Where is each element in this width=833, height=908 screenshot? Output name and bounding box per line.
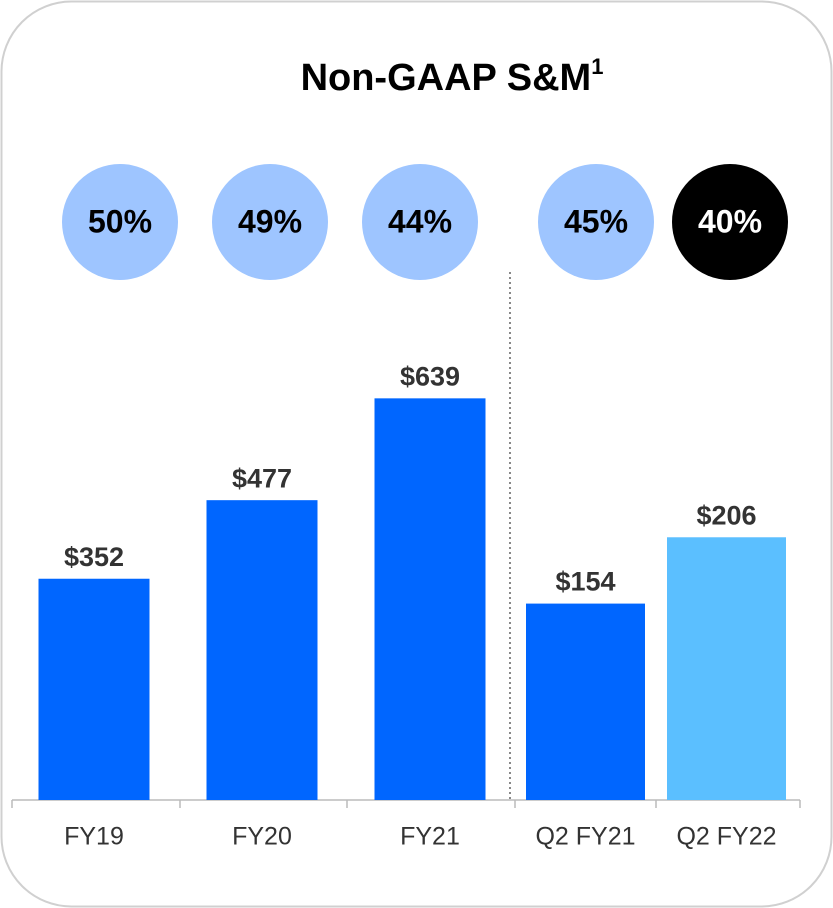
title-superscript: 1 — [591, 54, 603, 79]
x-tick-label: FY21 — [400, 823, 460, 851]
value-label: $206 — [696, 500, 756, 530]
badge-label: 49% — [238, 203, 302, 239]
chart-title: Non-GAAP S&M1 — [301, 54, 604, 99]
bar — [374, 398, 486, 800]
badge — [362, 164, 478, 280]
value-label: $477 — [232, 463, 292, 493]
badge — [672, 164, 788, 280]
x-tick-label: FY20 — [232, 823, 292, 851]
badge-label: 45% — [564, 203, 628, 239]
x-tick-label: Q2 FY21 — [535, 823, 635, 851]
badge — [62, 164, 178, 280]
badge-label: 50% — [88, 203, 152, 239]
bar — [667, 537, 786, 800]
value-label: $154 — [555, 567, 615, 597]
bar — [206, 500, 318, 800]
value-label: $639 — [400, 361, 460, 391]
title-text: Non-GAAP S&M — [301, 57, 592, 99]
badge — [212, 164, 328, 280]
value-label: $352 — [64, 542, 124, 572]
x-tick-label: Q2 FY22 — [676, 823, 776, 851]
badge — [538, 164, 654, 280]
badge-label: 40% — [698, 203, 762, 239]
bar — [526, 603, 645, 800]
x-tick-label: FY19 — [64, 823, 124, 851]
bar — [38, 578, 150, 800]
badge-label: 44% — [388, 203, 452, 239]
